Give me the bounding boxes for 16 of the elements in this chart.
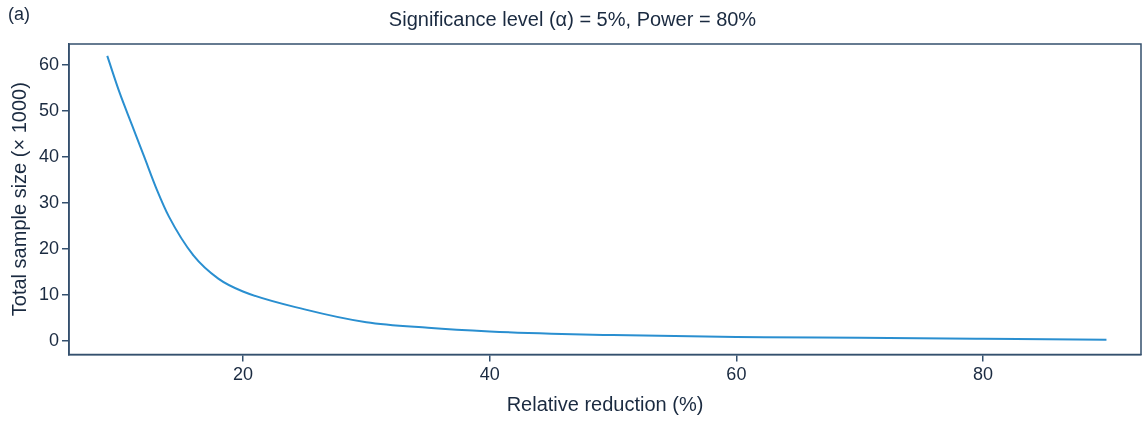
y-tick-label: 0: [49, 329, 60, 350]
y-tick-label: 20: [38, 237, 60, 258]
x-tick-label: 80: [973, 364, 994, 385]
text: (a): [8, 3, 30, 24]
y-tick-label: 30: [38, 191, 60, 212]
x-tick-label: 40: [479, 364, 500, 385]
line-series: [106, 54, 1108, 341]
y-tick-label: 10: [38, 283, 60, 304]
x-axis-title: Relative reduction (%): [506, 392, 704, 415]
y-tick-label: 60: [38, 54, 60, 75]
y-axis-title: Total sample size (× 1000): [7, 82, 30, 317]
x-tick-label: 60: [726, 364, 747, 385]
x-tick-label: 20: [232, 364, 253, 385]
y-tick-label: 40: [38, 145, 60, 166]
y-tick-label: 50: [38, 100, 60, 121]
chart-title: Significance level (α) = 5%, Power = 80%: [388, 7, 757, 30]
